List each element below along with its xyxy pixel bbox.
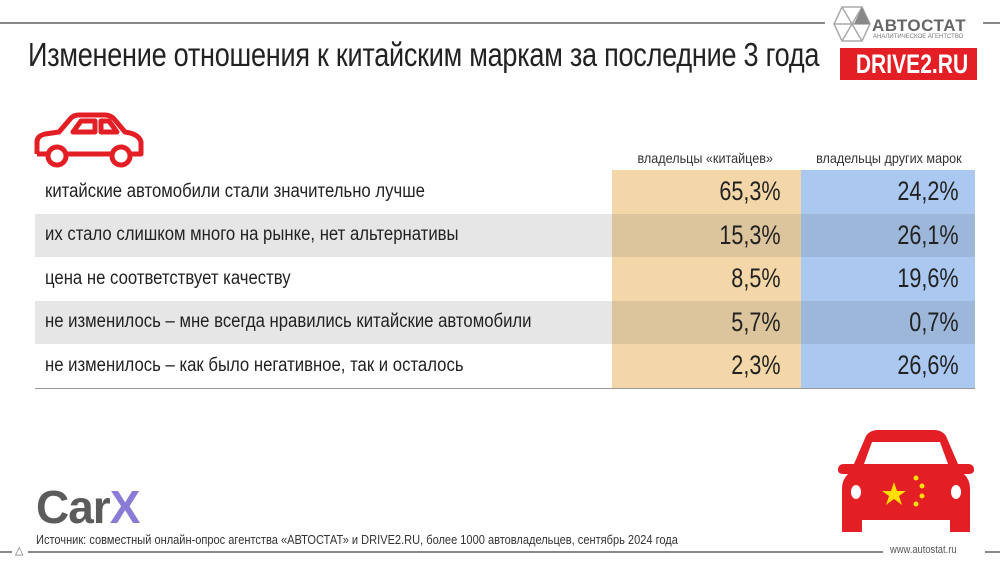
chinese-owners-value: 2,3% (731, 350, 781, 381)
other-owners-value: 0,7% (909, 306, 959, 337)
survey-table: китайские автомобили стали значительно л… (35, 170, 975, 389)
row-label: китайские автомобили стали значительно л… (45, 180, 425, 202)
top-divider-right (983, 22, 1000, 24)
autostat-hexagon-icon (833, 6, 871, 42)
carx-logo-text: Car (36, 481, 111, 533)
chinese-owners-value: 65,3% (719, 176, 781, 207)
bottom-divider-left (0, 551, 12, 553)
column-header-chinese-owners: владельцы «китайцев» (637, 150, 773, 166)
row-label: не изменилось – как было негативное, так… (45, 354, 464, 376)
table-row: не изменилось – как было негативное, так… (35, 344, 975, 388)
row-label: их стало слишком много на рынке, нет аль… (45, 224, 459, 246)
source-note: Источник: совместный онлайн-опрос агентс… (36, 532, 678, 547)
table-row: цена не соответствует качеству 8,5% 19,6… (35, 257, 975, 301)
other-owners-value: 26,6% (897, 350, 959, 381)
other-owners-value: 24,2% (897, 176, 959, 207)
bottom-divider (28, 551, 883, 553)
carx-logo-x: X (109, 481, 141, 533)
column-header-other-owners: владельцы других марок (816, 150, 962, 166)
chinese-owners-value: 15,3% (719, 219, 781, 250)
autostat-logo: АВТОСТАТ АНАЛИТИЧЕСКОЕ АГЕНТСТВО (832, 4, 982, 44)
other-owners-value: 26,1% (897, 219, 959, 250)
chinese-owners-value: 8,5% (731, 263, 781, 294)
autostat-name: АВТОСТАТ (872, 16, 967, 35)
other-owners-value: 19,6% (897, 263, 959, 294)
page-title: Изменение отношения к китайским маркам з… (28, 36, 820, 73)
row-label: не изменилось – мне всегда нравились кит… (45, 311, 532, 333)
chinese-owners-value: 5,7% (731, 306, 781, 337)
car-outline-icon (34, 112, 144, 168)
drive2-text: DRIVE2.RU (855, 49, 969, 79)
triangle-logo-icon: △ (15, 545, 24, 557)
table-row: их стало слишком много на рынке, нет аль… (35, 213, 975, 257)
table-row: китайские автомобили стали значительно л… (35, 170, 975, 214)
table-row: не изменилось – мне всегда нравились кит… (35, 300, 975, 344)
autostat-subtitle: АНАЛИТИЧЕСКОЕ АГЕНТСТВО (873, 34, 964, 40)
top-divider (0, 22, 825, 24)
carx-logo: CarX (36, 480, 141, 534)
chinese-flag-car-icon (838, 430, 974, 532)
row-label: цена не соответствует качеству (45, 267, 291, 289)
bottom-divider-right (985, 551, 1000, 553)
table-bottom-border (35, 387, 975, 389)
website-link[interactable]: www.autostat.ru (890, 544, 957, 556)
drive2-logo: DRIVE2.RU (840, 48, 977, 80)
